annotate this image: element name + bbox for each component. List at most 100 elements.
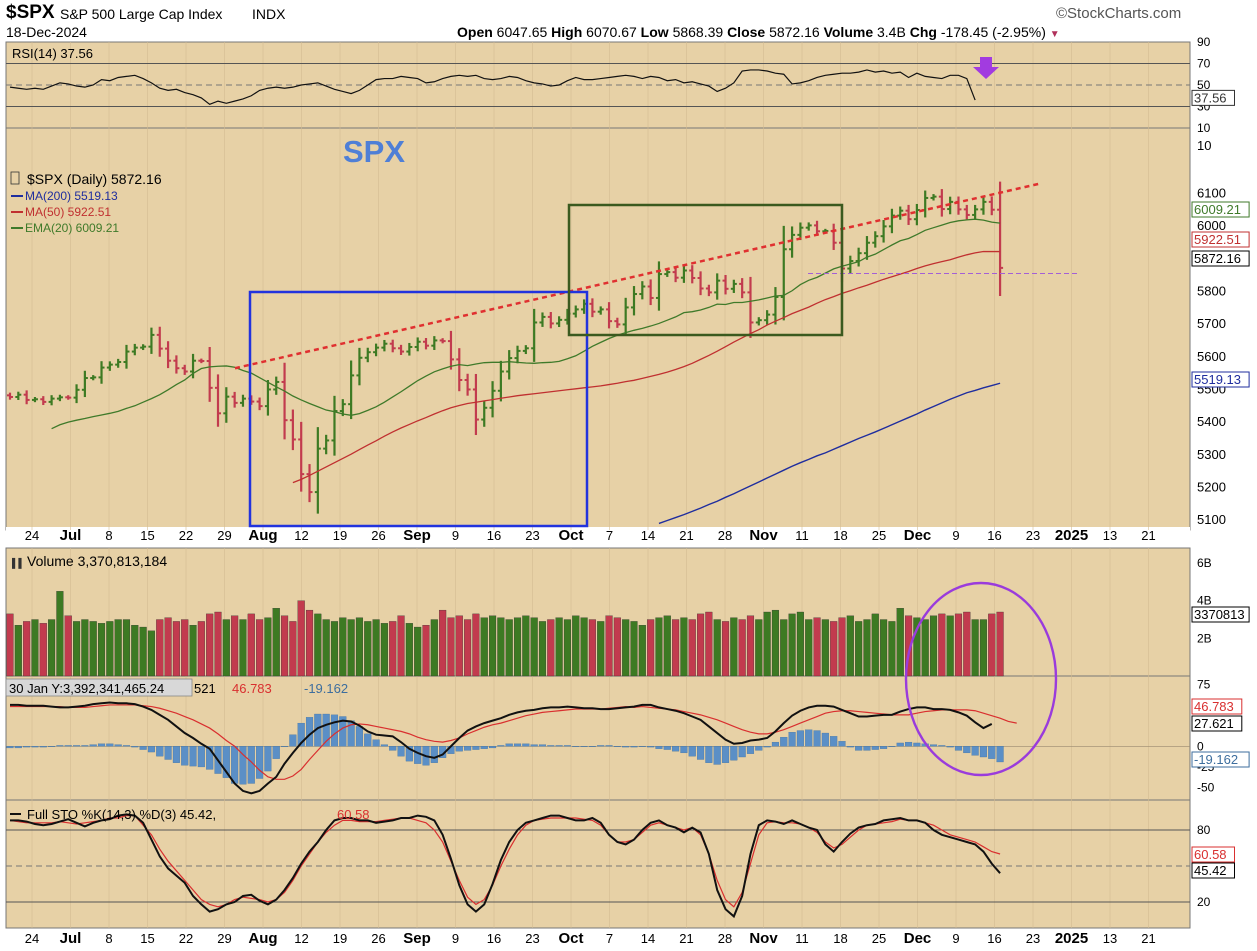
x-axis-label-top: 7: [606, 528, 613, 543]
volume-bar: [48, 619, 56, 677]
price-bar: [963, 204, 970, 220]
volume-y-tick: 2B: [1197, 631, 1212, 645]
ma50-last-value: 5922.51: [1191, 231, 1250, 248]
macd-hist-bar: [638, 746, 646, 747]
macd-hist-bar: [830, 736, 838, 747]
price-bar: [339, 399, 346, 417]
ohlc-readout: Open 6047.65 High 6070.67 Low 5868.39 Cl…: [457, 24, 1060, 40]
price-bar: [115, 358, 122, 368]
x-axis-label-bottom: 2025: [1055, 930, 1088, 947]
price-bar: [423, 338, 429, 350]
volume-bar: [713, 619, 721, 677]
volume-bar: [538, 621, 547, 677]
brand-logo[interactable]: ©StockCharts.com: [1056, 5, 1182, 22]
sto-d-last-box: [1191, 846, 1235, 863]
volume-bar: [580, 617, 588, 677]
open-label: Open: [457, 24, 493, 40]
close-last-value: 5872.16: [1191, 250, 1250, 267]
x-axis-label-bottom: Sep: [403, 930, 431, 947]
rsi-y-tick: 70: [1197, 57, 1211, 71]
macd-hist-bar: [89, 744, 97, 747]
x-axis-label-bottom: 21: [1141, 931, 1155, 946]
price-bar: [31, 397, 38, 403]
x-axis-label-top: 2025: [1055, 527, 1088, 544]
price-y-tick: 5700: [1197, 316, 1226, 331]
volume-bar: [447, 617, 455, 677]
price-bar: [264, 380, 271, 416]
x-axis-label-bottom: 26: [371, 931, 385, 946]
x-axis-label-bottom: 15: [140, 931, 154, 946]
volume-bar: [89, 621, 97, 677]
volume-bar: [796, 611, 804, 677]
price-bar: [148, 327, 155, 354]
macd-hist-bar: [147, 746, 155, 753]
ema20-last-value-box: [1191, 201, 1250, 218]
volume-bar: [131, 625, 139, 677]
macd-hist-bar: [880, 746, 888, 749]
ema20-last-value-text: 6009.21: [1194, 202, 1241, 217]
blue-box: [248, 290, 589, 528]
macd-hist-bar: [364, 733, 372, 747]
price-bar: [481, 400, 488, 427]
price-y-tick: 5200: [1197, 480, 1226, 495]
price-bar: [772, 287, 779, 325]
price-bar: [381, 339, 388, 352]
price-bar: [323, 434, 330, 455]
macd-hist-bar: [23, 746, 31, 748]
volume-bar: [979, 619, 987, 677]
volume-bar: [597, 621, 605, 677]
x-axis-label-top: 26: [371, 528, 385, 543]
price-bar: [780, 225, 787, 321]
price-bar: [314, 427, 321, 514]
macd-hist-bar: [489, 746, 497, 749]
x-axis-label-bottom: 13: [1103, 931, 1117, 946]
sto-d-last: 60.58: [1191, 846, 1235, 863]
macd-hist-bar: [156, 746, 164, 757]
volume-bar: [805, 619, 813, 677]
volume-bar: [780, 619, 788, 677]
x-axis-label-top: 16: [987, 528, 1001, 543]
macd-hist-bar: [663, 746, 671, 750]
volume-bar: [231, 615, 239, 677]
macd-hist-bar: [954, 746, 963, 751]
legend-item: MA(50) 5922.51: [25, 205, 111, 219]
open-value: 6047.65: [496, 24, 548, 40]
chart-date: 18-Dec-2024: [6, 24, 87, 40]
close-last-value-text: 5872.16: [1194, 251, 1241, 266]
bar-icon: [10, 171, 20, 185]
price-bar: [140, 344, 147, 351]
macd-title-value: -19.162: [304, 681, 348, 696]
price-bar: [165, 341, 172, 369]
price-bar: [880, 220, 887, 243]
price-bar: [730, 279, 737, 293]
high-label: High: [551, 24, 583, 40]
price-bar: [938, 189, 945, 217]
macd-hist-bar: [780, 737, 788, 747]
volume-y-tick: 4B: [1197, 594, 1212, 608]
macd-hist-bar: [647, 746, 655, 748]
volume-bar: [164, 617, 172, 677]
macd-signal-last-text: 46.783: [1194, 699, 1234, 714]
macd-y-tick: -50: [1197, 781, 1215, 795]
macd-hist-bar: [139, 746, 147, 750]
price-bar: [239, 394, 246, 407]
volume-bar: [563, 619, 571, 677]
price-panel-bg: [5, 127, 1191, 531]
price-bar: [988, 196, 995, 216]
sto-k-last-box: [1191, 862, 1235, 879]
macd-title-value: 46.783: [232, 681, 272, 696]
price-bar: [348, 360, 355, 420]
price-bar: [789, 226, 796, 258]
spx-annotation: SPX: [343, 134, 405, 169]
volume-bar: [680, 617, 688, 677]
macd-hist-bar: [206, 746, 214, 770]
macd-hist-bar: [572, 746, 580, 747]
x-axis-label-top: 11: [795, 528, 809, 543]
volume-bar: [64, 615, 72, 677]
price-bar: [289, 409, 296, 451]
macd-hist-bar: [755, 746, 763, 751]
volume-label: Volume: [823, 24, 874, 40]
volume-bar: [23, 621, 31, 677]
macd-hist-bar: [888, 746, 896, 747]
